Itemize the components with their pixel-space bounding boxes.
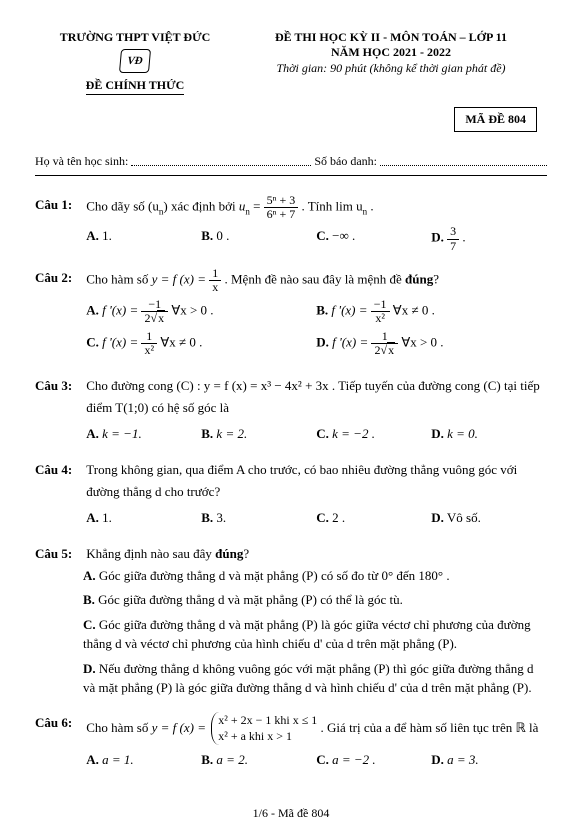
header: TRƯỜNG THPT VIỆT ĐỨC VĐ ĐỀ CHÍNH THỨC ĐỀ…	[35, 30, 547, 95]
question-3: Câu 3: Cho đường cong (C) : y = f (x) = …	[35, 375, 547, 445]
q4-body: Trong không gian, qua điểm A cho trước, …	[86, 459, 546, 529]
q2-options: A. f '(x) = −12x ∀x > 0 . B. f '(x) = −1…	[86, 298, 546, 361]
q3-options: A. k = −1. B. k = 2. C. k = −2 . D. k = …	[86, 423, 546, 445]
q4-options: A. 1. B. 3. C. 2 . D. Vô số.	[86, 507, 546, 529]
q5-opt-a: A. Góc giữa đường thẳng d và mặt phẳng (…	[83, 566, 547, 586]
q4-label: Câu 4:	[35, 459, 83, 481]
exam-code: MÃ ĐỀ 804	[454, 107, 537, 132]
q6-body: Cho hàm số y = f (x) = x² + 2x − 1 khi x…	[86, 712, 546, 772]
exam-year: NĂM HỌC 2021 - 2022	[235, 45, 547, 60]
page-footer: 1/6 - Mã đề 804	[0, 806, 582, 821]
q1-body: Cho dãy số (un) xác định bởi un = 5ⁿ + 3…	[86, 194, 546, 253]
q5-label: Câu 5:	[35, 543, 83, 565]
id-field	[380, 154, 547, 166]
question-4: Câu 4: Trong không gian, qua điểm A cho …	[35, 459, 547, 529]
official-label: ĐỀ CHÍNH THỨC	[86, 78, 185, 95]
exam-time: Thời gian: 90 phút (không kể thời gian p…	[235, 61, 547, 76]
piecewise: x² + 2x − 1 khi x ≤ 1 x² + a khi x > 1	[211, 712, 317, 746]
q6-options: A. a = 1. B. a = 2. C. a = −2 . D. a = 3…	[86, 749, 546, 771]
q6-label: Câu 6:	[35, 712, 83, 734]
question-5: Câu 5: Khẳng định nào sau đây đúng? A. G…	[35, 543, 547, 697]
q2-label: Câu 2:	[35, 267, 83, 289]
id-label: Số báo danh:	[314, 154, 377, 169]
question-1: Câu 1: Cho dãy số (un) xác định bởi un =…	[35, 194, 547, 253]
q2-body: Cho hàm số y = f (x) = 1x . Mệnh đề nào …	[86, 267, 546, 361]
q5-opt-d: D. Nếu đường thẳng d không vuông góc với…	[83, 659, 547, 698]
exam-title: ĐỀ THI HỌC KỲ II - MÔN TOÁN – LỚP 11	[235, 30, 547, 45]
q3-body: Cho đường cong (C) : y = f (x) = x³ − 4x…	[86, 375, 546, 445]
school-logo-icon: VĐ	[119, 49, 151, 73]
left-header: TRƯỜNG THPT VIỆT ĐỨC VĐ ĐỀ CHÍNH THỨC	[35, 30, 235, 95]
divider	[35, 175, 547, 176]
q5-body: Khẳng định nào sau đây đúng?	[86, 543, 546, 565]
q5-opt-b: B. Góc giữa đường thẳng d và mặt phẳng (…	[83, 590, 547, 610]
q3-label: Câu 3:	[35, 375, 83, 397]
code-row: MÃ ĐỀ 804	[35, 101, 547, 132]
q1-label: Câu 1:	[35, 194, 83, 216]
name-line: Họ và tên học sinh: Số báo danh:	[35, 154, 547, 169]
name-label: Họ và tên học sinh:	[35, 154, 128, 169]
question-2: Câu 2: Cho hàm số y = f (x) = 1x . Mệnh …	[35, 267, 547, 361]
right-header: ĐỀ THI HỌC KỲ II - MÔN TOÁN – LỚP 11 NĂM…	[235, 30, 547, 95]
q1-fraction: 5ⁿ + 3 6ⁿ + 7	[264, 194, 299, 221]
q1-options: A. 1. B. 0 . C. −∞ . D. 37 .	[86, 225, 546, 252]
name-field	[131, 154, 311, 166]
q5-opt-c: C. Góc giữa đường thẳng d và mặt phẳng (…	[83, 615, 547, 654]
school-name: TRƯỜNG THPT VIỆT ĐỨC	[35, 30, 235, 45]
question-6: Câu 6: Cho hàm số y = f (x) = x² + 2x − …	[35, 712, 547, 772]
